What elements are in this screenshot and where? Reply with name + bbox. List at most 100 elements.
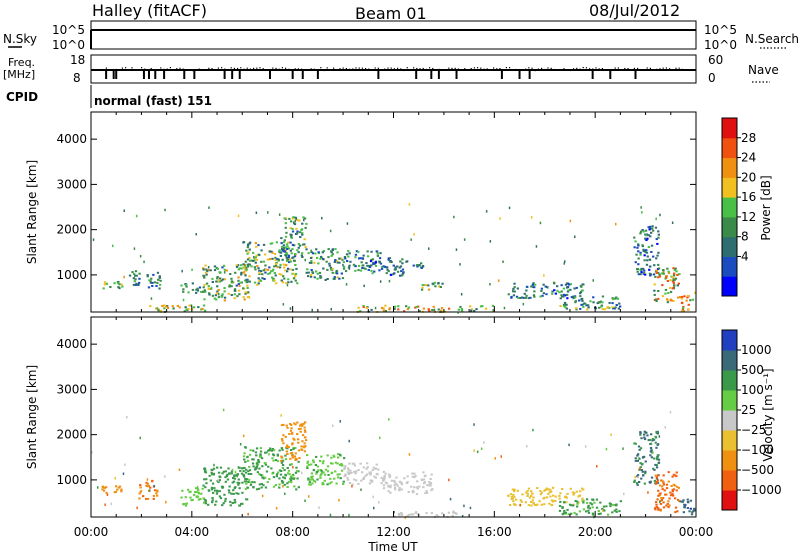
echo-region — [280, 216, 308, 259]
nave-dot — [496, 68, 498, 70]
power-colorbar: 28 24 20 16 12 8 4 — [721, 117, 756, 297]
ytick-label: 4000 — [56, 337, 87, 351]
velocity-colorbar-label: Velocity [m s⁻¹] — [761, 368, 775, 461]
nave-dot — [486, 68, 488, 70]
colorbar-tick-label: 100 — [741, 383, 764, 397]
colorbar-tick-label: 25 — [741, 403, 756, 417]
ytick-label: 2000 — [56, 223, 87, 237]
nave-dot — [176, 68, 178, 70]
nave-dot — [441, 69, 443, 71]
nave-dot — [688, 69, 690, 71]
nave-dot — [221, 67, 223, 69]
nave-dot — [355, 67, 357, 69]
echo-region — [180, 282, 207, 294]
nave-tick-high: 60 — [708, 53, 723, 67]
nave-dot — [265, 69, 267, 71]
nave-dot — [329, 69, 331, 71]
colorbar-swatch — [722, 137, 737, 159]
echo-region — [559, 295, 622, 311]
power-colorbar-label: Power [dB] — [759, 175, 773, 240]
nave-dot — [515, 68, 517, 71]
nave-dot — [208, 67, 210, 69]
nave-dot — [509, 67, 511, 69]
echo-region — [202, 466, 250, 507]
nave-dot — [304, 69, 306, 71]
nave-dot — [649, 67, 651, 69]
nsky-tick-high: 10^5 — [52, 23, 85, 37]
echo-region — [138, 479, 159, 500]
echo-region — [146, 271, 162, 290]
echo-region — [101, 485, 123, 494]
echo-region — [507, 281, 585, 300]
echo-region — [653, 267, 681, 304]
freq-label: Freq. — [8, 56, 35, 69]
nave-dot — [230, 67, 232, 69]
nave-dot — [640, 69, 642, 71]
nave-dot — [525, 68, 527, 70]
echo-region — [507, 486, 585, 507]
echo-region — [678, 294, 695, 313]
echo-region — [102, 281, 124, 290]
nave-dot — [320, 67, 322, 69]
nsky-label: N.Sky — [3, 32, 37, 46]
nave-dot — [454, 67, 456, 69]
nave-dot — [157, 69, 159, 71]
nave-dot — [134, 69, 136, 71]
nave-dot — [240, 67, 242, 69]
nave-dot — [390, 67, 392, 69]
nsearch-label: N.Search — [745, 32, 799, 46]
echo-region — [280, 421, 308, 462]
nave-dot — [560, 68, 562, 71]
nave-dot — [499, 68, 501, 70]
nave-dot — [445, 69, 447, 71]
nave-dot — [345, 68, 347, 70]
nave-dot — [128, 69, 130, 71]
nave-dot — [589, 68, 591, 70]
nave-dot — [544, 68, 546, 71]
freq-unit-label: [MHz] — [3, 68, 35, 81]
colorbar-tick-label: 16 — [741, 190, 756, 204]
nave-dot — [502, 69, 504, 71]
nave-dot — [608, 69, 610, 71]
ytick-label: 1000 — [56, 473, 87, 487]
nave-dot — [512, 69, 514, 71]
echo-region — [406, 260, 425, 269]
colorbar-tick-label: 1000 — [741, 343, 772, 357]
nave-dot — [665, 67, 667, 69]
nave-dot — [288, 68, 290, 70]
nave-dot — [256, 67, 258, 69]
nave-dot — [685, 69, 687, 71]
nave-dot — [166, 68, 168, 70]
nave-dot — [614, 67, 616, 69]
nave-dot — [422, 67, 424, 70]
freq-tick-high: 18 — [70, 53, 85, 67]
colorbar-swatch — [722, 236, 737, 257]
ytick-label: 3000 — [56, 382, 87, 396]
nave-dot — [160, 67, 162, 69]
nave-dot — [585, 67, 587, 69]
nave-dot — [438, 68, 440, 70]
nave-dot — [246, 67, 248, 69]
power-panel: 4000 3000 2000 1000 — [56, 111, 697, 314]
nave-dot — [489, 69, 491, 71]
colorbar-tick-label: 12 — [741, 210, 756, 224]
nave-dot — [185, 69, 187, 71]
nave-dot — [624, 67, 626, 70]
nave-dot — [457, 68, 459, 70]
colorbar-swatch — [722, 350, 737, 371]
nave-dot — [237, 67, 239, 70]
colorbar-tick-label: 4 — [741, 249, 749, 263]
nsky-tick-low: 10^0 — [52, 38, 85, 52]
nave-dot — [691, 69, 693, 71]
ytick-label: 4000 — [56, 132, 87, 146]
nave-dot — [137, 69, 139, 71]
nave-dot — [342, 67, 344, 69]
nave-dot — [403, 69, 405, 72]
nave-dot — [249, 68, 251, 70]
nave-dot — [637, 67, 639, 70]
echo-region — [305, 248, 346, 281]
nave-dot — [675, 67, 677, 69]
nave-dot — [272, 67, 274, 69]
nave-dot — [336, 69, 338, 71]
nave-dot — [125, 67, 127, 69]
